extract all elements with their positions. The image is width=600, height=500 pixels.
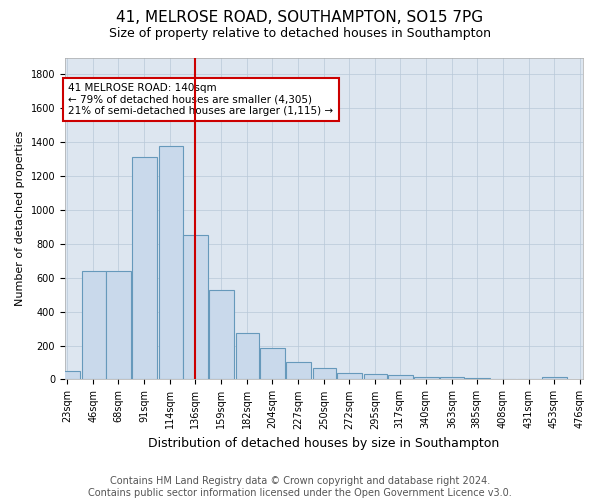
Text: 41 MELROSE ROAD: 140sqm
← 79% of detached houses are smaller (4,305)
21% of semi: 41 MELROSE ROAD: 140sqm ← 79% of detache… (68, 83, 334, 116)
Bar (183, 236, 208, 380)
Bar (209, 290, 234, 380)
Bar (364, 374, 388, 380)
Text: 41, MELROSE ROAD, SOUTHAMPTON, SO15 7PG: 41, MELROSE ROAD, SOUTHAMPTON, SO15 7PG (116, 10, 484, 25)
Bar (517, 378, 541, 380)
Bar (388, 375, 413, 380)
Bar (313, 368, 337, 380)
Bar (491, 378, 516, 380)
Bar (55, 371, 80, 380)
Text: Contains HM Land Registry data © Crown copyright and database right 2024.
Contai: Contains HM Land Registry data © Crown c… (88, 476, 512, 498)
Y-axis label: Number of detached properties: Number of detached properties (15, 131, 25, 306)
Bar (465, 378, 490, 380)
Bar (286, 362, 311, 380)
Bar (132, 158, 157, 380)
Bar (82, 271, 106, 380)
Bar (260, 348, 285, 380)
Bar (337, 372, 362, 380)
Bar (236, 333, 259, 380)
Bar (440, 377, 464, 380)
X-axis label: Distribution of detached houses by size in Southampton: Distribution of detached houses by size … (148, 437, 500, 450)
Bar (414, 377, 439, 380)
Text: Size of property relative to detached houses in Southampton: Size of property relative to detached ho… (109, 28, 491, 40)
Bar (159, 146, 182, 380)
Bar (106, 271, 131, 380)
Bar (542, 377, 566, 380)
